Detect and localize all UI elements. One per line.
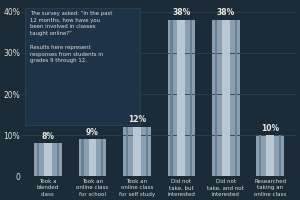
Bar [57, 143, 59, 176]
Bar [178, 20, 185, 176]
Bar [222, 20, 230, 176]
Bar [126, 127, 128, 176]
Text: 9%: 9% [86, 128, 99, 137]
Bar [88, 139, 96, 176]
Bar [79, 139, 106, 176]
Bar [123, 127, 151, 176]
Text: 12%: 12% [128, 115, 146, 124]
Bar [101, 139, 103, 176]
Bar [37, 143, 39, 176]
Bar [190, 20, 192, 176]
Bar [44, 143, 52, 176]
Bar [168, 20, 195, 176]
Text: 38%: 38% [217, 8, 235, 17]
Bar [133, 127, 141, 176]
Bar [235, 20, 237, 176]
Bar [215, 20, 217, 176]
Text: 38%: 38% [172, 8, 190, 17]
Bar [34, 143, 62, 176]
Text: 8%: 8% [41, 132, 55, 141]
Bar [266, 135, 274, 176]
FancyBboxPatch shape [25, 8, 140, 125]
Bar [170, 20, 172, 176]
Bar [259, 135, 261, 176]
Text: The survey asked: “In the past
12 months, how have you
been involved in classes
: The survey asked: “In the past 12 months… [30, 11, 112, 63]
Bar [81, 139, 84, 176]
Bar [146, 127, 148, 176]
Text: 10%: 10% [261, 124, 279, 133]
Bar [212, 20, 240, 176]
Bar [279, 135, 281, 176]
Bar [256, 135, 284, 176]
